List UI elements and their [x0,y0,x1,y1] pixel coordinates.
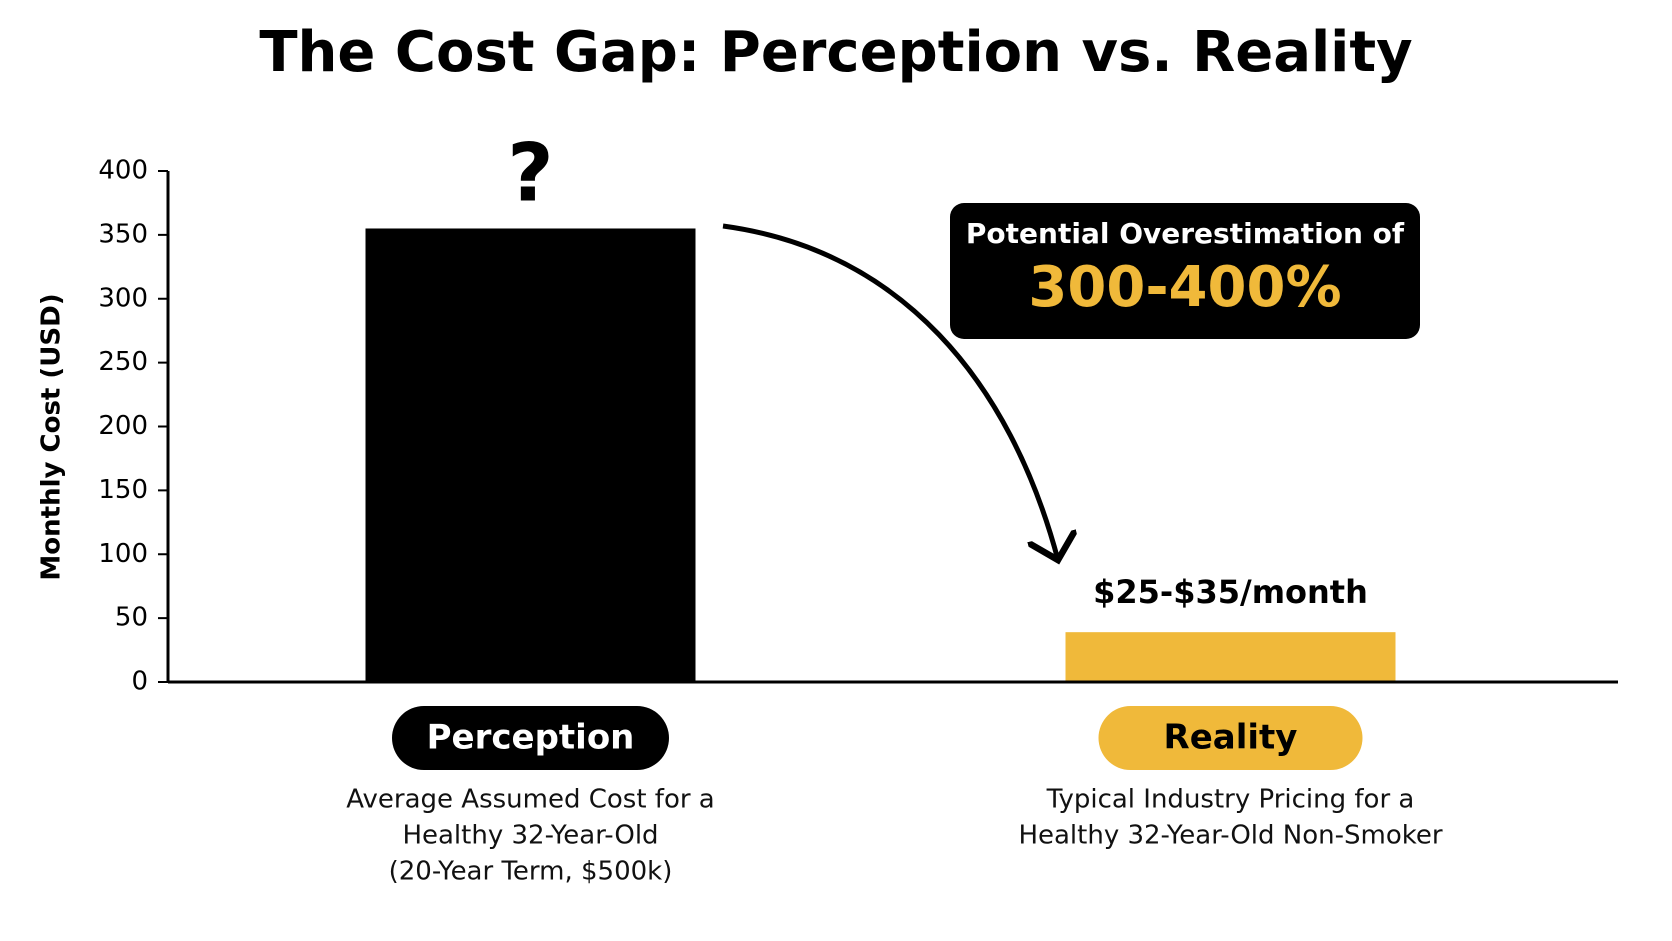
callout-highlight: 300-400% [1028,255,1341,320]
chart-title: The Cost Gap: Perception vs. Reality [259,20,1412,85]
category-pill [392,706,669,770]
x-tick-label: Perception [427,718,635,758]
y-tick-label: 50 [115,603,148,633]
category-description: Healthy 32-Year-Old Non-Smoker [1018,821,1442,851]
category-description: Average Assumed Cost for a [346,785,715,815]
category-description: (20-Year Term, $500k) [389,857,673,887]
bar [1065,632,1396,682]
arrow [722,223,1058,560]
y-tick-label: 0 [131,667,148,697]
y-tick-label: 200 [98,411,148,441]
bar-annotation: $25-$35/month [1093,573,1368,611]
callout-text: Potential Overestimation of [966,217,1405,250]
y-tick-label: 400 [98,156,148,186]
y-tick-label: 350 [98,219,148,249]
y-tick-label: 100 [98,539,148,569]
category-description: Typical Industry Pricing for a [1046,785,1415,815]
x-tick-label: Reality [1164,718,1298,758]
category-description: Healthy 32-Year-Old [402,821,658,851]
callout-box [950,203,1420,339]
y-axis-label: Monthly Cost (USD) [37,293,67,580]
y-tick-label: 300 [98,283,148,313]
category-pill [1098,706,1363,770]
y-tick-label: 250 [98,347,148,377]
bar [365,228,696,683]
y-tick-label: 150 [98,475,148,505]
bar-annotation: ? [507,126,553,219]
